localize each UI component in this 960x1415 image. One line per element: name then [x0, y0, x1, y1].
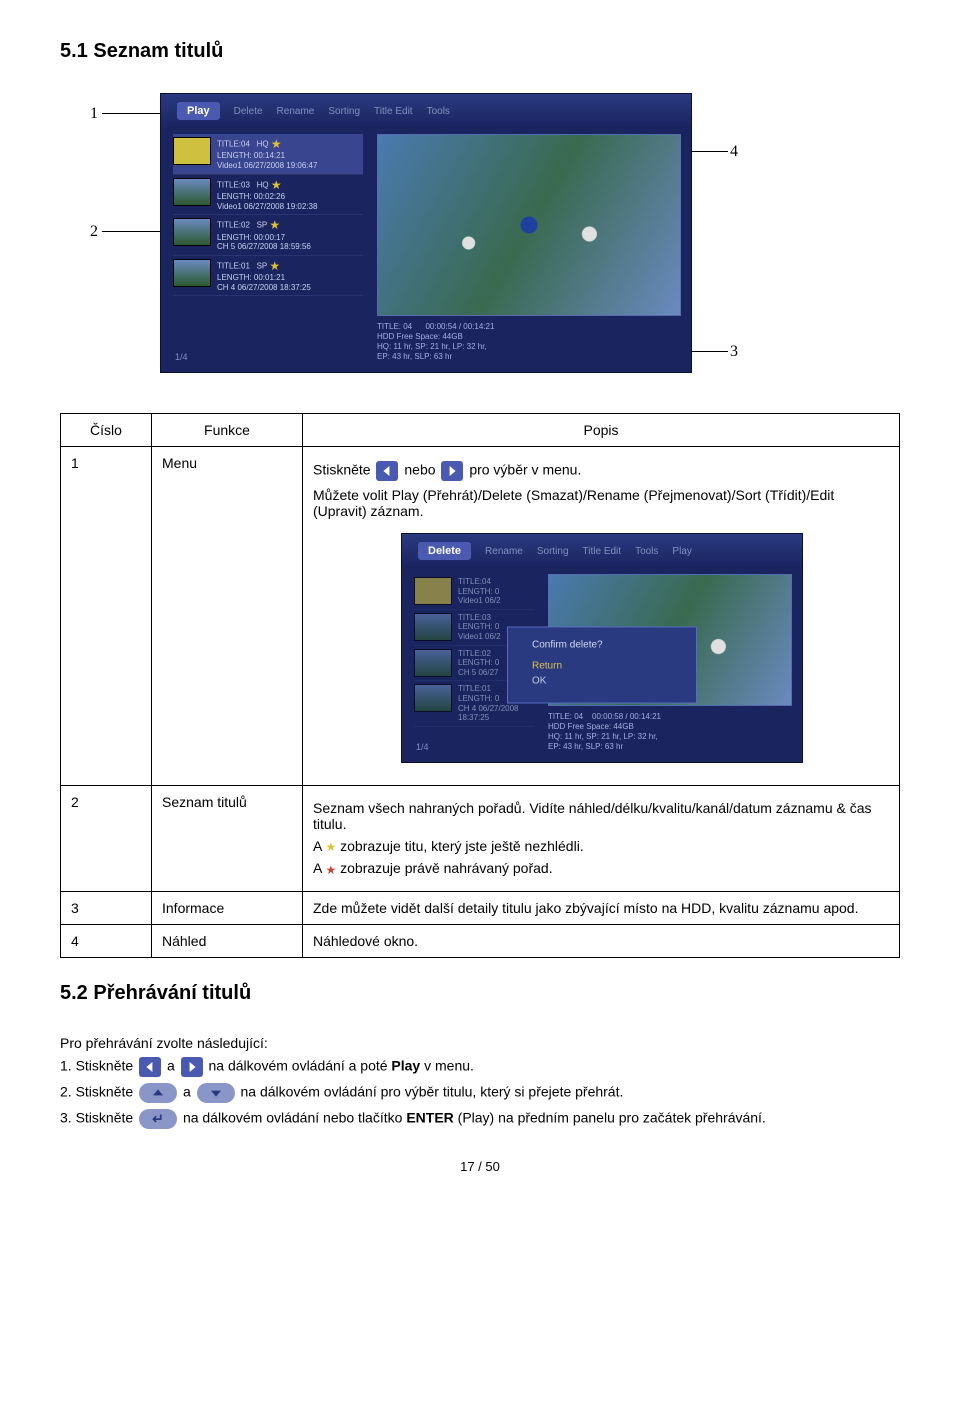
- step-2: 2. Stiskněte a na dálkovém ovládání pro …: [60, 1083, 900, 1103]
- confirm-delete-dialog: Confirm delete? Return OK: [507, 627, 697, 704]
- col-funkce: Funkce: [152, 414, 303, 447]
- callout-line-1: [102, 113, 162, 114]
- col-popis: Popis: [303, 414, 900, 447]
- menu-rename: Rename: [277, 106, 315, 117]
- cell-num-3: 3: [61, 891, 152, 924]
- menu-delete-active: Delete: [418, 542, 471, 560]
- list-item: TITLE:02 SP ★ LENGTH: 00:00:17 CH 5 06/2…: [173, 215, 363, 256]
- cell-func-menu: Menu: [152, 447, 303, 786]
- list-thumb: [173, 137, 211, 165]
- dialog-return: Return: [532, 661, 672, 672]
- dvr-preview-panel: TITLE: 04 00:00:54 / 00:14:21 HDD Free S…: [377, 134, 679, 362]
- list-item-text: TITLE:02 SP ★ LENGTH: 00:00:17 CH 5 06/2…: [217, 218, 311, 252]
- dvr-page-indicator: 1/4: [175, 352, 188, 362]
- dvr-info-panel-2: TITLE: 04 00:00:58 / 00:14:21 HDD Free S…: [548, 712, 790, 751]
- cell-num-1: 1: [61, 447, 152, 786]
- page-number: 17 / 50: [60, 1159, 900, 1174]
- heading-prehravani: 5.2 Přehrávání titulů: [60, 982, 900, 1005]
- menu-delete: Delete: [234, 106, 263, 117]
- list-item-text: TITLE:04 HQ ★ LENGTH: 00:14:21 Video1 06…: [217, 137, 317, 171]
- dialog-ok: OK: [532, 676, 672, 687]
- menu-titleedit: Title Edit: [583, 546, 622, 557]
- list-thumb: [173, 218, 211, 246]
- dvr-menubar: Play Delete Rename Sorting Title Edit To…: [161, 94, 691, 128]
- list-item-text: TITLE:03 HQ ★ LENGTH: 00:02:26 Video1 06…: [217, 178, 317, 212]
- list-thumb: [173, 259, 211, 287]
- cell-num-2: 2: [61, 786, 152, 892]
- up-arrow-icon: [139, 1083, 177, 1103]
- list-item: TITLE:04 HQ ★ LENGTH: 00:14:21 Video1 06…: [173, 134, 363, 175]
- list-thumb: [173, 178, 211, 206]
- callout-4: 4: [730, 143, 738, 161]
- dvr-screenshot-1: Play Delete Rename Sorting Title Edit To…: [160, 93, 692, 373]
- callout-3: 3: [730, 343, 738, 361]
- callout-2: 2: [90, 223, 98, 241]
- menu-play: Play: [672, 546, 691, 557]
- preview-image: [377, 134, 681, 316]
- dvr-screenshot-2: Delete Rename Sorting Title Edit Tools P…: [401, 533, 801, 763]
- step-3: 3. Stiskněte na dálkovém ovládání nebo t…: [60, 1109, 900, 1129]
- menu-titleedit: Title Edit: [374, 106, 413, 117]
- cell-func-nahled: Náhled: [152, 924, 303, 957]
- cell-desc-menu: Stiskněte nebo pro výběr v menu. Můžete …: [303, 447, 900, 786]
- callout-line-2: [102, 231, 162, 232]
- list-item: TITLE:04LENGTH: 0Video1 06/2: [414, 574, 534, 610]
- list-item: TITLE:03 HQ ★ LENGTH: 00:02:26 Video1 06…: [173, 175, 363, 216]
- cell-desc-informace: Zde můžete vidět další detaily titulu ja…: [303, 891, 900, 924]
- cell-desc-nahled: Náhledové okno.: [303, 924, 900, 957]
- screenshot-with-callouts: 1 2 4 3 Play Delete Rename Sorting Title…: [160, 93, 900, 373]
- dialog-title: Confirm delete?: [532, 640, 672, 651]
- cell-func-informace: Informace: [152, 891, 303, 924]
- dvr-info-panel: TITLE: 04 00:00:54 / 00:14:21 HDD Free S…: [377, 322, 679, 361]
- cell-desc-seznam: Seznam všech nahraných pořadů. Vidíte ná…: [303, 786, 900, 892]
- menu-sorting: Sorting: [537, 546, 569, 557]
- dvr-menubar-2: Delete Rename Sorting Title Edit Tools P…: [402, 534, 802, 568]
- col-cislo: Číslo: [61, 414, 152, 447]
- left-arrow-icon: [139, 1057, 161, 1077]
- list-item: TITLE:01 SP ★ LENGTH: 00:01:21 CH 4 06/2…: [173, 256, 363, 297]
- callout-line-4: [690, 151, 728, 152]
- menu-sorting: Sorting: [328, 106, 360, 117]
- step-1: 1. Stiskněte a na dálkovém ovládání a po…: [60, 1057, 900, 1077]
- callout-1: 1: [90, 105, 98, 123]
- callout-line-3: [690, 351, 728, 352]
- description-table-1: Číslo Funkce Popis 1 Menu Stiskněte nebo…: [60, 413, 900, 958]
- menu-tools: Tools: [635, 546, 658, 557]
- heading-seznam-titulu: 5.1 Seznam titulů: [60, 40, 900, 63]
- dvr-title-list: TITLE:04 HQ ★ LENGTH: 00:14:21 Video1 06…: [173, 134, 363, 362]
- menu-tools: Tools: [427, 106, 450, 117]
- list-item-text: TITLE:01 SP ★ LENGTH: 00:01:21 CH 4 06/2…: [217, 259, 311, 293]
- right-arrow-icon: [441, 461, 463, 481]
- menu-rename: Rename: [485, 546, 523, 557]
- yellow-star-icon: ★: [325, 840, 336, 854]
- cell-func-seznam: Seznam titulů: [152, 786, 303, 892]
- down-arrow-icon: [197, 1083, 235, 1103]
- subline: Pro přehrávání zvolte následující:: [60, 1035, 900, 1051]
- cell-num-4: 4: [61, 924, 152, 957]
- red-star-icon: ★: [325, 863, 336, 877]
- dvr-page-indicator-2: 1/4: [416, 742, 429, 752]
- right-arrow-icon: [181, 1057, 203, 1077]
- enter-button-icon: [139, 1109, 177, 1129]
- left-arrow-icon: [376, 461, 398, 481]
- menu-play: Play: [177, 102, 220, 120]
